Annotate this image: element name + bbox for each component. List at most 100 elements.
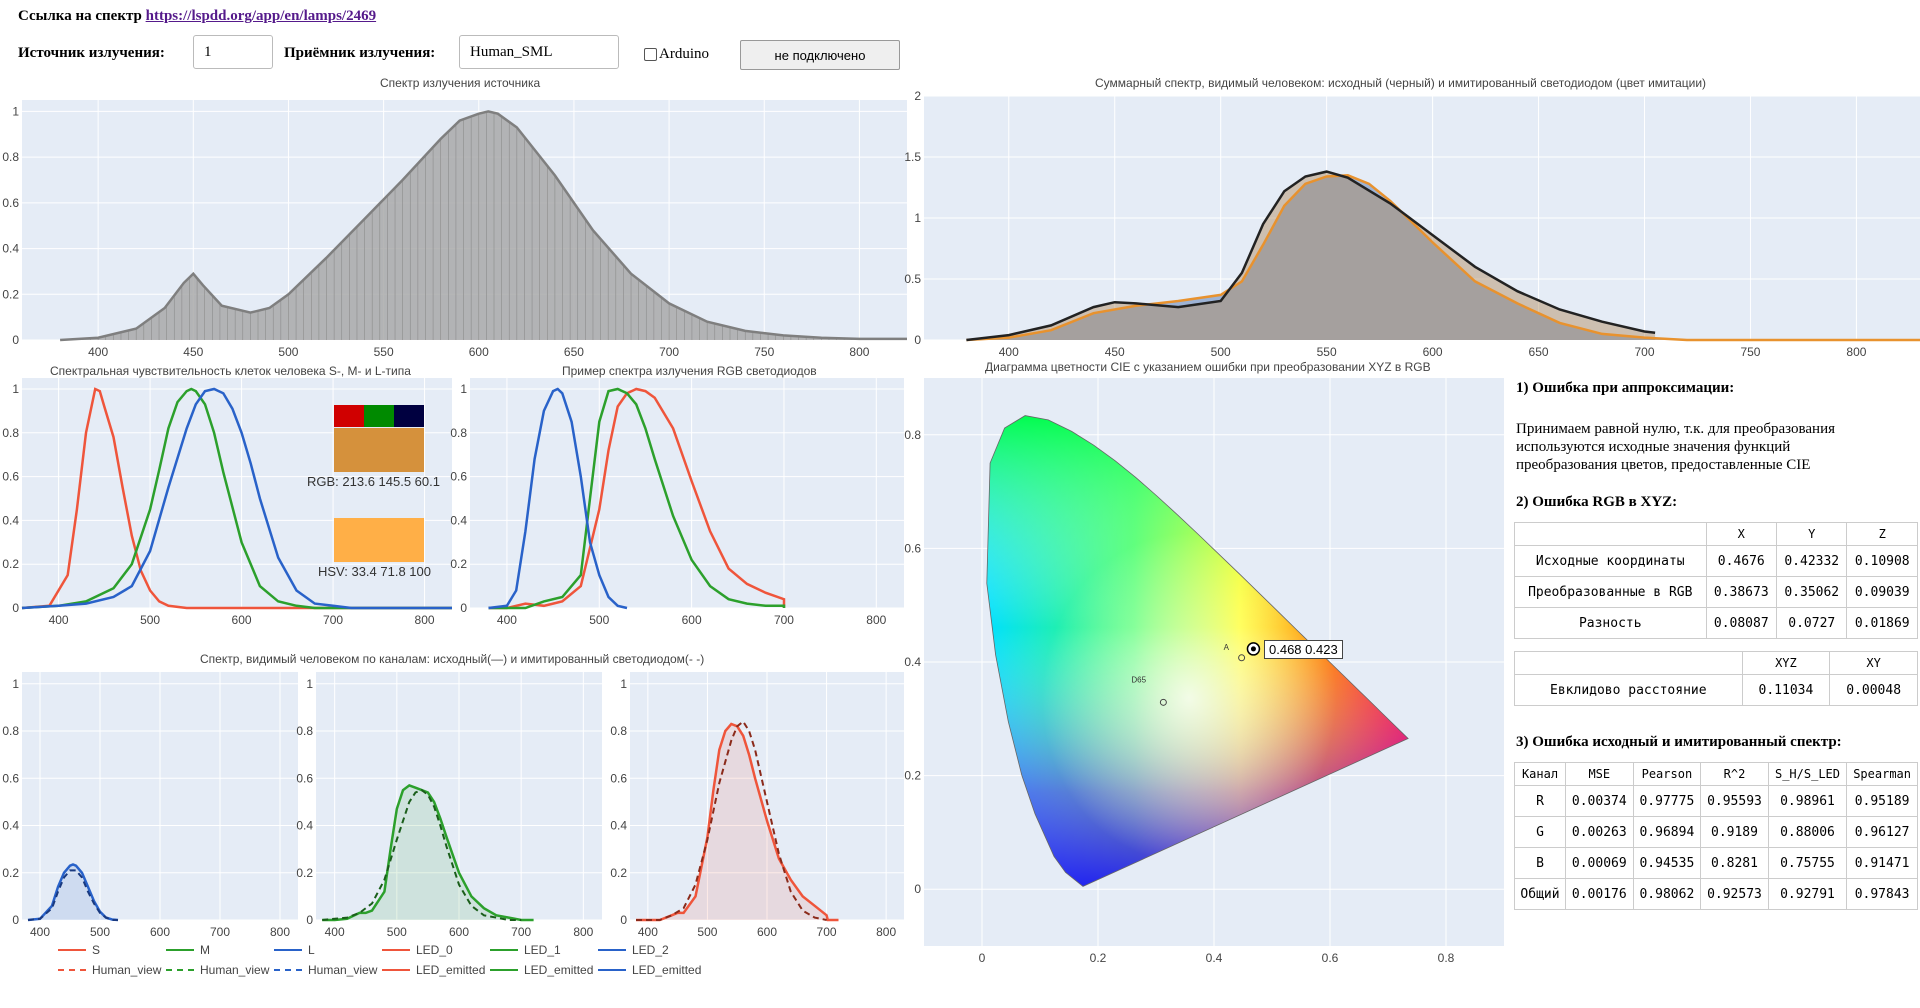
table-row: Преобразованные в RGB 0.38673 0.35062 0.090…: [1514, 576, 1918, 608]
x-tick-label: 400: [49, 613, 69, 627]
legend-label: Human_view: [92, 963, 162, 977]
legend-item[interactable]: LED_2: [598, 940, 706, 960]
y-tick-label: 0.2: [2, 287, 19, 301]
legend-swatch: [166, 949, 194, 951]
legend-item[interactable]: M: [166, 940, 274, 960]
legend-swatch: [58, 969, 86, 971]
legend-item[interactable]: Human_view: [166, 960, 274, 980]
table-row: Евклидово расстояние 0.11034 0.00048: [1514, 674, 1918, 706]
x-tick-label: 400: [999, 345, 1019, 359]
x-tick-label: 600: [150, 925, 170, 939]
y-tick-label: 0.8: [450, 426, 467, 440]
legend-label: LED_emitted: [416, 963, 486, 977]
hsv-color-swatch: [334, 518, 424, 562]
x-tick-label: 700: [817, 925, 837, 939]
legend-swatch: [490, 969, 518, 971]
chart-title-cie: Диаграмма цветности CIE с указанием ошиб…: [985, 360, 1431, 374]
y-tick-label: 0: [460, 601, 467, 615]
original-line: [966, 170, 1656, 342]
cie-locus: [986, 415, 1409, 887]
cie-marker-inner: [1250, 646, 1256, 652]
x-tick-label: 700: [210, 925, 230, 939]
legend-item[interactable]: LED_0: [382, 940, 490, 960]
x-tick-label: 600: [682, 613, 702, 627]
channel-human-line: [322, 788, 522, 921]
y-tick-label: 2: [914, 89, 921, 103]
series-line-S: [21, 387, 452, 610]
y-tick-label: 0.6: [904, 541, 921, 555]
red-channel-swatch: [334, 405, 364, 427]
x-tick-label: 650: [564, 345, 584, 359]
table-cell: 0.38673: [1705, 576, 1778, 608]
legend-swatch: [274, 949, 302, 951]
legend-item[interactable]: LED_emitted: [598, 960, 706, 980]
legend-label: LED_emitted: [632, 963, 702, 977]
connect-button[interactable]: не подключено: [740, 40, 900, 70]
arduino-toggle[interactable]: Arduino: [644, 46, 709, 63]
x-tick-label: 400: [325, 925, 345, 939]
legend-item[interactable]: LED_emitted: [490, 960, 598, 980]
x-tick-label: 0.2: [1090, 951, 1107, 965]
x-tick-label: 450: [183, 345, 203, 359]
table-header-cell: Y: [1776, 522, 1848, 546]
x-tick-label: 750: [1740, 345, 1760, 359]
channel-area: [636, 724, 839, 920]
y-tick-label: 0: [12, 913, 19, 927]
x-tick-label: 700: [1634, 345, 1654, 359]
x-tick-label: 650: [1529, 345, 1549, 359]
legend-swatch: [490, 949, 518, 951]
series-line-LED_2: [488, 387, 628, 610]
y-tick-label: 0.2: [904, 769, 921, 783]
table-row: B 0.00069 0.94535 0.8281 0.75755 0.91471: [1514, 847, 1918, 879]
table-row: Общий 0.00176 0.98062 0.92573 0.92791 0.97843: [1514, 878, 1918, 910]
table-header-cell: R^2: [1700, 762, 1769, 786]
x-tick-label: 600: [469, 345, 489, 359]
original-area: [966, 171, 1656, 340]
y-tick-label: 0.6: [2, 196, 19, 210]
x-tick-label: 500: [387, 925, 407, 939]
table-cell: 0.00374: [1565, 785, 1634, 817]
spectrum-link[interactable]: https://lspdd.org/app/en/lamps/2469: [145, 8, 377, 24]
channel-human-line: [636, 720, 827, 921]
legend-item[interactable]: LED_emitted: [382, 960, 490, 980]
x-tick-label: 0.6: [1322, 951, 1339, 965]
y-tick-label: 0.4: [296, 819, 313, 833]
receiver-input[interactable]: [459, 35, 619, 69]
table-cell: Общий: [1514, 878, 1566, 910]
table-cell: 0.10908: [1846, 545, 1918, 577]
y-tick-label: 0.8: [610, 724, 627, 738]
spectrum-error-table: Канал MSE Pearson R^2 S_H/S_LED Spearman R 0.00…: [1514, 762, 1918, 910]
arduino-checkbox[interactable]: [644, 48, 657, 61]
legend-item[interactable]: Human_view: [58, 960, 166, 980]
table-cell: 0.92791: [1767, 878, 1848, 910]
x-tick-label: 600: [232, 613, 252, 627]
table-cell: 0.97843: [1846, 878, 1918, 910]
legend-item[interactable]: LED_1: [490, 940, 598, 960]
table-cell: 0.92573: [1700, 878, 1769, 910]
led-line: [966, 174, 1920, 342]
x-tick-label: 800: [573, 925, 593, 939]
legend-item[interactable]: Human_view: [274, 960, 382, 980]
cie-point-d65: [1159, 698, 1167, 706]
legend-item[interactable]: S: [58, 940, 166, 960]
legend-swatch: [274, 969, 302, 971]
source-area: [60, 111, 908, 341]
y-tick-label: 0.2: [610, 866, 627, 880]
source-input[interactable]: [193, 35, 273, 69]
source-label: Источник излучения:: [18, 45, 165, 61]
table-header-cell: Spearman: [1846, 762, 1918, 786]
table-row: Исходные координаты 0.4676 0.42332 0.10908: [1514, 545, 1918, 577]
y-tick-label: 1: [460, 382, 467, 396]
xyz-error-table: X Y Z Исходные координаты 0.4676 0.42332 0.109…: [1514, 522, 1918, 639]
table-cell: Разность: [1514, 607, 1707, 639]
x-tick-label: 800: [849, 345, 869, 359]
legend-swatch: [598, 949, 626, 951]
channel-swatch-strip: [334, 405, 424, 427]
y-tick-label: 0: [914, 882, 921, 896]
y-tick-label: 0.6: [296, 771, 313, 785]
cie-label-a: A: [1224, 643, 1230, 652]
hsv-label: HSV: 33.4 71.8 100: [318, 564, 431, 579]
legend-item[interactable]: L: [274, 940, 382, 960]
x-tick-label: 800: [866, 613, 886, 627]
table-header-cell: MSE: [1565, 762, 1634, 786]
